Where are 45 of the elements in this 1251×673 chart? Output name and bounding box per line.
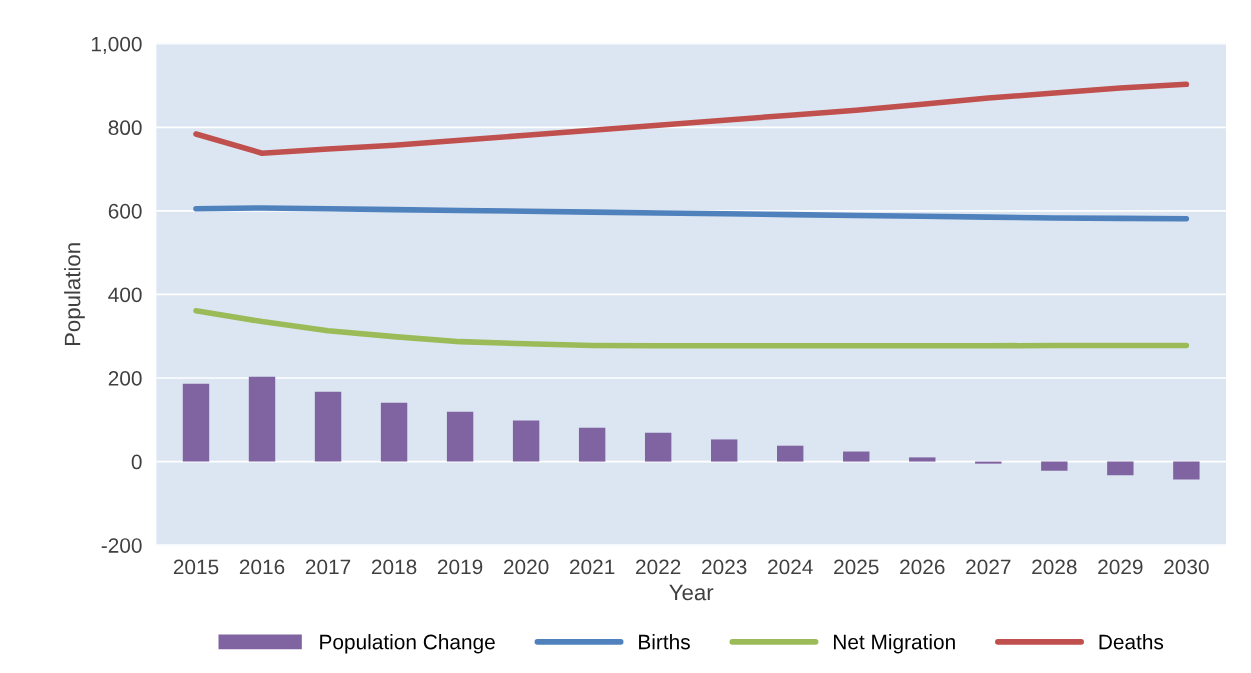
bar xyxy=(1107,461,1134,476)
legend-label: Births xyxy=(639,634,690,650)
y-tick-label: 0 xyxy=(131,454,142,470)
y-tick-label: 400 xyxy=(108,287,142,303)
bar xyxy=(710,439,738,462)
x-tick-label: 2027 xyxy=(966,559,1011,575)
bar xyxy=(843,451,870,462)
bar xyxy=(314,391,342,462)
bar xyxy=(975,461,1002,464)
x-axis-title: Year xyxy=(669,584,714,601)
x-tick-label: 2016 xyxy=(239,559,285,575)
x-tick-label: 2022 xyxy=(636,559,681,575)
bar xyxy=(380,402,408,462)
bar xyxy=(644,432,672,462)
bar xyxy=(446,411,474,462)
x-tick-label: 2030 xyxy=(1164,559,1209,575)
x-tick-label: 2026 xyxy=(900,559,945,575)
x-tick-label: 2024 xyxy=(768,559,813,575)
x-tick-label: 2018 xyxy=(371,559,417,575)
bar xyxy=(248,376,276,462)
x-tick-label: 2020 xyxy=(503,559,549,575)
x-tick-label: 2019 xyxy=(437,559,483,575)
x-tick-label: 2025 xyxy=(834,559,879,575)
y-tick-label: 800 xyxy=(108,120,142,136)
x-tick-label: 2023 xyxy=(702,559,747,575)
y-tick-label: 600 xyxy=(108,203,142,219)
legend-label: Net Migration xyxy=(834,634,955,654)
x-tick-label: 2028 xyxy=(1032,559,1077,575)
bar xyxy=(182,383,210,462)
legend-label: Population Change xyxy=(320,634,495,654)
x-tick-label: 2017 xyxy=(305,559,351,575)
y-axis-title: Population xyxy=(64,243,85,346)
y-tick-label: 1,000 xyxy=(91,36,142,54)
legend-label: Deaths xyxy=(1099,634,1164,650)
bar xyxy=(1173,461,1200,480)
x-tick-label: 2015 xyxy=(173,559,219,575)
x-tick-label: 2029 xyxy=(1098,559,1143,575)
bar xyxy=(909,457,936,462)
y-tick-label: 200 xyxy=(108,371,142,386)
bar xyxy=(578,427,606,462)
bar xyxy=(512,420,540,462)
x-tick-label: 2021 xyxy=(570,559,615,575)
y-tick-label: -200 xyxy=(101,538,142,553)
bar xyxy=(1041,461,1068,471)
bar xyxy=(777,445,804,462)
